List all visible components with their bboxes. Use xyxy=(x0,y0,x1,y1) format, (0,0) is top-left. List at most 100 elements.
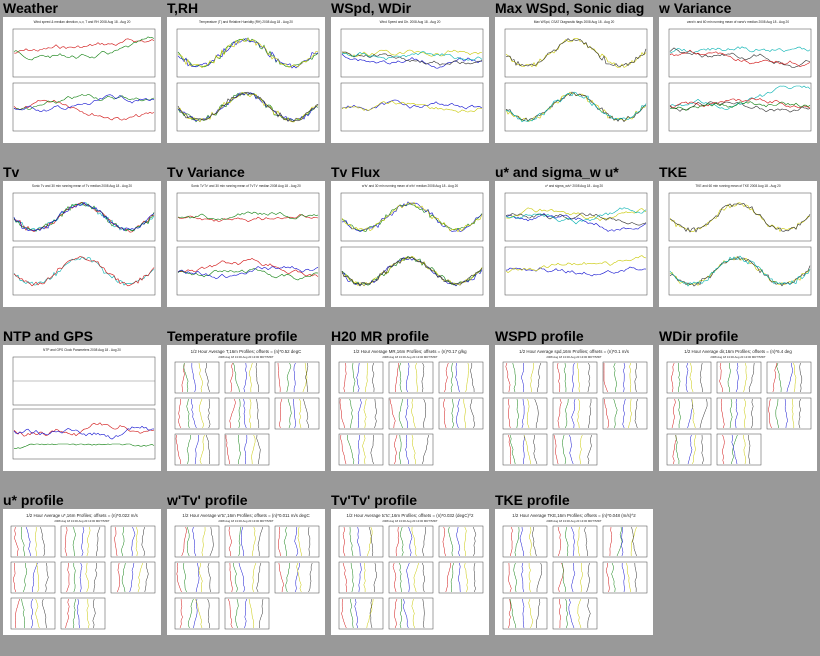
thumbnail-cell: Tv Variance Sonic Tv'Tv' and 30 min runni… xyxy=(164,164,328,328)
svg-text:1/2 Hour Average w'tc',16m Pro: 1/2 Hour Average w'tc',16m Profiles; off… xyxy=(182,513,309,518)
svg-text:varw'v and 60 min running mean: varw'v and 60 min running mean of varw'v… xyxy=(687,20,789,24)
thumbnail-title: Tv Flux xyxy=(331,164,381,180)
plot-thumbnail-image: 1/2 Hour Average T,16m Profiles; offsets… xyxy=(174,349,320,466)
svg-text:2008 Aug 18 13:00 Aug 20 13:00: 2008 Aug 18 13:00 Aug 20 13:00 MDT?MDT xyxy=(382,519,437,523)
plot-thumbnail-link[interactable]: Wind speed & median direction, u,v, T an… xyxy=(3,17,161,143)
plot-thumbnail-link[interactable]: Sonic Tv and 30 min running mean of Tv m… xyxy=(3,181,161,307)
svg-text:1/2 Hour Average spd,16m Profi: 1/2 Hour Average spd,16m Profiles; offse… xyxy=(519,349,630,354)
plot-thumbnail-image: Temperature (T) and Relative Humidity (R… xyxy=(176,20,320,132)
plot-thumbnail-link[interactable]: 1/2 Hour Average tc'tc',16m Profiles; of… xyxy=(331,509,489,635)
svg-text:Max WSpd, CSAT Diagnostic flag: Max WSpd, CSAT Diagnostic flags 2008 Aug… xyxy=(534,20,615,24)
plot-thumbnail-image: 1/2 Hour Average dir,16m Profiles; offse… xyxy=(666,349,812,466)
thumbnail-cell: WDir profile 1/2 Hour Average dir,16m Pro… xyxy=(656,328,820,492)
svg-text:2008 Aug 18 13:00 Aug 20 13:00: 2008 Aug 18 13:00 Aug 20 13:00 MDT?MDT xyxy=(218,519,273,523)
plot-thumbnail-link[interactable]: u* and sigma_w/u* 2008 Aug 18 - Aug 20 xyxy=(495,181,653,307)
thumbnail-title: Tv'Tv' profile xyxy=(331,492,418,508)
thumbnail-title: Weather xyxy=(3,0,58,16)
plot-thumbnail-image: 1/2 Hour Average u*,16m Profiles; offset… xyxy=(10,513,156,630)
plot-thumbnail-link[interactable]: TKE and 60 min running mean of TKE 2008 … xyxy=(659,181,817,307)
thumbnail-title: TKE xyxy=(659,164,687,180)
thumbnail-cell: Tv Flux w'tv' and 30 min running mean of … xyxy=(328,164,492,328)
svg-text:2008 Aug 18 13:00 Aug 20 13:00: 2008 Aug 18 13:00 Aug 20 13:00 MDT?MDT xyxy=(382,355,437,359)
thumbnail-cell: Tv Sonic Tv and 30 min running mean of Tv… xyxy=(0,164,164,328)
thumbnail-title: NTP and GPS xyxy=(3,328,93,344)
svg-text:1/2 Hour Average T,16m Profile: 1/2 Hour Average T,16m Profiles; offsets… xyxy=(191,349,302,354)
plot-thumbnail-image: TKE and 60 min running mean of TKE 2008 … xyxy=(668,184,812,296)
thumbnail-cell: TKE profile 1/2 Hour Average TKE,16m Prof… xyxy=(492,492,656,656)
plot-thumbnail-link[interactable]: NTP and GPS Clock Parameters 2008 Aug 18… xyxy=(3,345,161,471)
thumbnail-cell: u* profile 1/2 Hour Average u*,16m Profil… xyxy=(0,492,164,656)
plot-thumbnail-link[interactable]: 1/2 Hour Average T,16m Profiles; offsets… xyxy=(167,345,325,471)
plot-thumbnail-image: varw'v and 60 min running mean of varw'v… xyxy=(668,20,812,132)
thumbnail-title: WDir profile xyxy=(659,328,739,344)
svg-text:2008 Aug 18 13:00 Aug 20 13:00: 2008 Aug 18 13:00 Aug 20 13:00 MDT?MDT xyxy=(710,355,765,359)
plot-thumbnail-image: 1/2 Hour Average MR,16m Profiles; offset… xyxy=(338,349,484,466)
plot-thumbnail-link[interactable]: 1/2 Hour Average w'tc',16m Profiles; off… xyxy=(167,509,325,635)
thumbnail-cell: w Variance varw'v and 60 min running mean… xyxy=(656,0,820,164)
thumbnail-cell: TKE TKE and 60 min running mean of TKE 20… xyxy=(656,164,820,328)
plot-thumbnail-image: Wind speed & median direction, u,v, T an… xyxy=(12,20,156,132)
plot-thumbnail-link[interactable]: 1/2 Hour Average dir,16m Profiles; offse… xyxy=(659,345,817,471)
svg-text:Wind speed & median direction,: Wind speed & median direction, u,v, T an… xyxy=(34,20,131,24)
svg-text:2008 Aug 18 13:00 Aug 20 13:00: 2008 Aug 18 13:00 Aug 20 13:00 MDT?MDT xyxy=(54,519,109,523)
plot-thumbnail-image: 1/2 Hour Average TKE,16m Profiles; offse… xyxy=(502,513,648,630)
svg-text:2008 Aug 18 13:00 Aug 20 13:00: 2008 Aug 18 13:00 Aug 20 13:00 MDT?MDT xyxy=(546,519,601,523)
plot-thumbnail-image: Wind Speed and Dir. 2008 Aug 18 - Aug 20 xyxy=(340,20,484,132)
thumbnail-cell: u* and sigma_w u* u* and sigma_w/u* 2008 … xyxy=(492,164,656,328)
plot-thumbnail-link[interactable]: 1/2 Hour Average TKE,16m Profiles; offse… xyxy=(495,509,653,635)
plot-thumbnail-image: Max WSpd, CSAT Diagnostic flags 2008 Aug… xyxy=(504,20,648,132)
thumbnail-title: Max WSpd, Sonic diag xyxy=(495,0,645,16)
thumbnail-cell: T,RH Temperature (T) and Relative Humidit… xyxy=(164,0,328,164)
plot-thumbnail-image: w'tv' and 30 min running mean of w'tv' m… xyxy=(340,184,484,296)
plot-thumbnail-link[interactable]: Sonic Tv'Tv' and 30 min running mean of … xyxy=(167,181,325,307)
thumbnail-title: Tv Variance xyxy=(167,164,245,180)
thumbnail-cell: w'Tv' profile 1/2 Hour Average w'tc',16m … xyxy=(164,492,328,656)
plot-thumbnail-link[interactable]: 1/2 Hour Average u*,16m Profiles; offset… xyxy=(3,509,161,635)
plot-thumbnail-image: NTP and GPS Clock Parameters 2008 Aug 18… xyxy=(12,348,156,460)
thumbnail-title: WSPD profile xyxy=(495,328,584,344)
plot-thumbnail-link[interactable]: Temperature (T) and Relative Humidity (R… xyxy=(167,17,325,143)
thumbnail-title: T,RH xyxy=(167,0,199,16)
thumbnail-cell: Temperature profile 1/2 Hour Average T,16… xyxy=(164,328,328,492)
svg-text:1/2 Hour Average dir,16m Profi: 1/2 Hour Average dir,16m Profiles; offse… xyxy=(684,349,792,354)
thumbnail-title: u* profile xyxy=(3,492,64,508)
plot-thumbnail-link[interactable]: Max WSpd, CSAT Diagnostic flags 2008 Aug… xyxy=(495,17,653,143)
thumbnail-title: u* and sigma_w u* xyxy=(495,164,619,180)
thumbnail-cell: Weather Wind speed & median direction, u,… xyxy=(0,0,164,164)
thumbnail-title: w Variance xyxy=(659,0,732,16)
thumbnail-cell: H20 MR profile 1/2 Hour Average MR,16m Pr… xyxy=(328,328,492,492)
thumbnail-title: TKE profile xyxy=(495,492,570,508)
svg-text:Sonic Tv'Tv' and 30 min runnin: Sonic Tv'Tv' and 30 min running mean of … xyxy=(191,184,301,188)
plot-thumbnail-image: 1/2 Hour Average tc'tc',16m Profiles; of… xyxy=(338,513,484,630)
svg-text:2008 Aug 18 13:00 Aug 20 13:00: 2008 Aug 18 13:00 Aug 20 13:00 MDT?MDT xyxy=(218,355,273,359)
svg-text:1/2 Hour Average tc'tc',16m Pr: 1/2 Hour Average tc'tc',16m Profiles; of… xyxy=(347,513,474,518)
svg-text:Wind Speed and Dir. 2008 Aug: Wind Speed and Dir. 2008 Aug 18 - Aug 20 xyxy=(380,20,441,24)
thumbnail-title: Temperature profile xyxy=(167,328,298,344)
plot-thumbnail-image: u* and sigma_w/u* 2008 Aug 18 - Aug 20 xyxy=(504,184,648,296)
plot-thumbnail-link[interactable]: w'tv' and 30 min running mean of w'tv' m… xyxy=(331,181,489,307)
plot-thumbnail-link[interactable]: varw'v and 60 min running mean of varw'v… xyxy=(659,17,817,143)
svg-text:NTP and GPS Clock Parameters 2: NTP and GPS Clock Parameters 2008 Aug 18… xyxy=(43,348,121,352)
svg-text:1/2 Hour Average TKE,16m Profi: 1/2 Hour Average TKE,16m Profiles; offse… xyxy=(512,513,636,518)
thumbnail-title: w'Tv' profile xyxy=(167,492,248,508)
plot-thumbnail-link[interactable]: Wind Speed and Dir. 2008 Aug 18 - Aug 20 xyxy=(331,17,489,143)
thumbnail-title: WSpd, WDir xyxy=(331,0,412,16)
plot-thumbnail-image: 1/2 Hour Average spd,16m Profiles; offse… xyxy=(502,349,648,466)
plot-thumbnail-image: Sonic Tv and 30 min running mean of Tv m… xyxy=(12,184,156,296)
svg-text:1/2 Hour Average MR,16m Profil: 1/2 Hour Average MR,16m Profiles; offset… xyxy=(353,349,467,354)
thumbnail-cell: WSpd, WDir Wind Speed and Dir. 2008 Aug 1… xyxy=(328,0,492,164)
thumbnail-cell: Max WSpd, Sonic diag Max WSpd, CSAT Diagn… xyxy=(492,0,656,164)
svg-text:w'tv' and 30 min running mean: w'tv' and 30 min running mean of w'tv' m… xyxy=(362,184,459,188)
thumbnail-title: Tv xyxy=(3,164,20,180)
thumbnail-cell: WSPD profile 1/2 Hour Average spd,16m Pro… xyxy=(492,328,656,492)
svg-text:Temperature (T) and Relative H: Temperature (T) and Relative Humidity (R… xyxy=(199,20,293,24)
svg-text:2008 Aug 18 13:00 Aug 20 13:00: 2008 Aug 18 13:00 Aug 20 13:00 MDT?MDT xyxy=(546,355,601,359)
plot-thumbnail-link[interactable]: 1/2 Hour Average MR,16m Profiles; offset… xyxy=(331,345,489,471)
svg-text:Sonic Tv and 30 min running me: Sonic Tv and 30 min running mean of Tv m… xyxy=(32,184,132,188)
plot-thumbnail-link[interactable]: 1/2 Hour Average spd,16m Profiles; offse… xyxy=(495,345,653,471)
thumbnail-cell: Tv'Tv' profile 1/2 Hour Average tc'tc',16… xyxy=(328,492,492,656)
thumbnail-title: H20 MR profile xyxy=(331,328,430,344)
plot-thumbnail-image: Sonic Tv'Tv' and 30 min running mean of … xyxy=(176,184,320,296)
plot-thumbnail-image: 1/2 Hour Average w'tc',16m Profiles; off… xyxy=(174,513,320,630)
